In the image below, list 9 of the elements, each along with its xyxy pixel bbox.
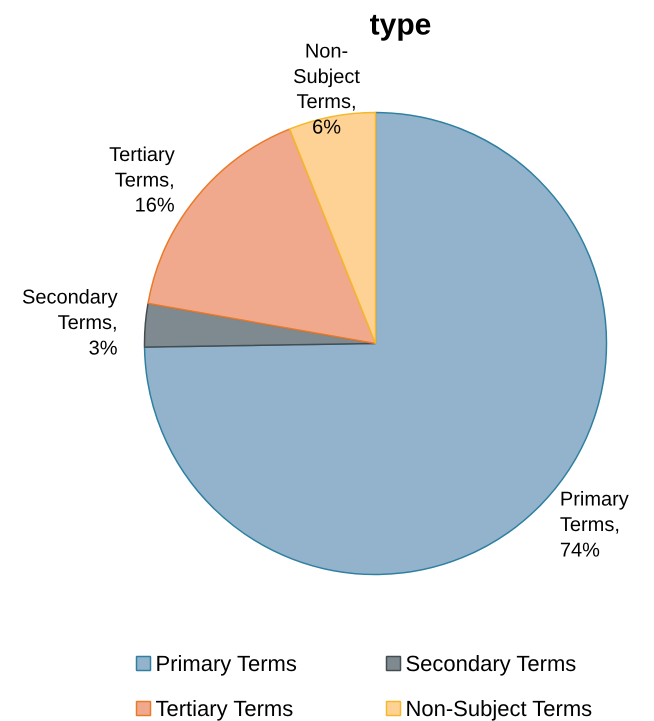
data-label: Tertiary Terms, 16% <box>109 144 175 217</box>
legend-label: Primary Terms <box>156 651 297 676</box>
data-label: Non-Subject Terms, 6% <box>293 40 360 138</box>
legend-label: Non-Subject Terms <box>406 696 592 721</box>
chart-title: type <box>370 8 432 42</box>
data-label: Secondary Terms, 3% <box>22 286 118 360</box>
data-label: Primary Terms, 74% <box>560 488 629 562</box>
legend-label: Secondary Terms <box>406 651 576 676</box>
legend-label: Tertiary Terms <box>156 696 294 721</box>
